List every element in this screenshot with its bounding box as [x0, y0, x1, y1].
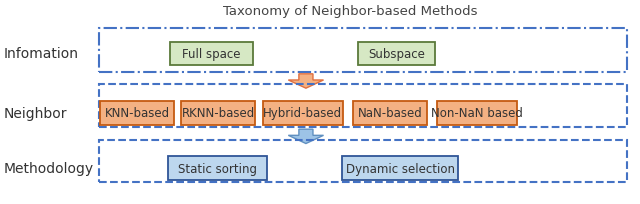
Text: Non-NaN based: Non-NaN based	[431, 107, 523, 120]
Text: Neighbor: Neighbor	[3, 106, 67, 120]
FancyBboxPatch shape	[358, 42, 435, 66]
Text: Static sorting: Static sorting	[178, 162, 257, 175]
Text: Full space: Full space	[182, 48, 241, 61]
FancyBboxPatch shape	[168, 157, 268, 180]
FancyBboxPatch shape	[353, 101, 427, 125]
Text: Subspace: Subspace	[369, 48, 425, 61]
Polygon shape	[288, 74, 323, 89]
Text: Dynamic selection: Dynamic selection	[346, 162, 454, 175]
Polygon shape	[288, 130, 323, 144]
Text: NaN-based: NaN-based	[357, 107, 422, 120]
Text: Taxonomy of Neighbor-based Methods: Taxonomy of Neighbor-based Methods	[223, 5, 478, 18]
FancyBboxPatch shape	[262, 101, 343, 125]
Text: Methodology: Methodology	[3, 161, 93, 175]
Text: Infomation: Infomation	[3, 47, 78, 61]
FancyBboxPatch shape	[170, 42, 253, 66]
FancyBboxPatch shape	[342, 157, 458, 180]
Text: RKNN-based: RKNN-based	[182, 107, 255, 120]
FancyBboxPatch shape	[100, 101, 174, 125]
FancyBboxPatch shape	[182, 101, 255, 125]
Text: Hybrid-based: Hybrid-based	[263, 107, 342, 120]
Text: KNN-based: KNN-based	[104, 107, 170, 120]
FancyBboxPatch shape	[437, 101, 517, 125]
